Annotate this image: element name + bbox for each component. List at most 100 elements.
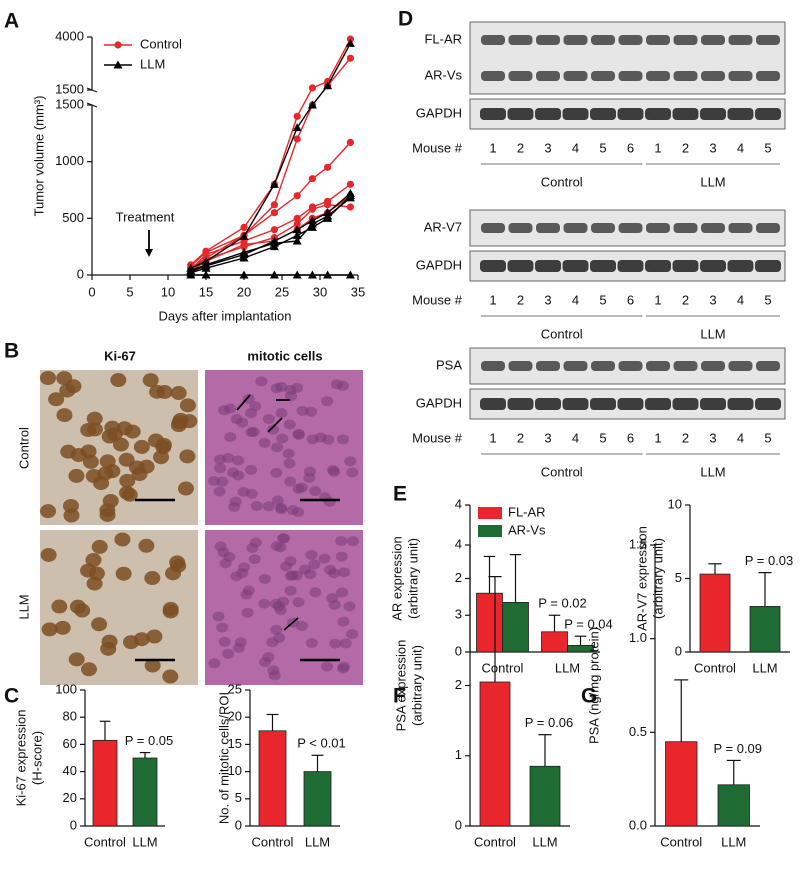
- blot-band: [536, 361, 560, 371]
- data-point: [307, 219, 317, 228]
- data-point: [239, 231, 249, 240]
- blot-band: [672, 108, 699, 120]
- y-tick-label: 1000: [55, 153, 84, 168]
- data-point: [346, 138, 354, 146]
- data-point: [239, 253, 249, 262]
- data-point: [201, 260, 211, 269]
- cell-nucleus: [91, 617, 108, 632]
- cell-nucleus: [218, 636, 231, 647]
- cell-nucleus: [213, 486, 226, 497]
- cell-nucleus: [299, 564, 312, 575]
- lane-number: 5: [599, 430, 606, 445]
- y-tick-label: 1: [455, 747, 462, 762]
- cell-nucleus: [229, 496, 242, 507]
- cell-nucleus: [335, 551, 348, 562]
- legend-label: Control: [140, 36, 182, 51]
- pointer-arrow: [283, 617, 299, 631]
- cell-nucleus: [305, 638, 318, 649]
- y-axis-label: Tumor volume (mm³): [31, 96, 46, 217]
- cell-nucleus: [99, 454, 116, 469]
- y-axis-label: (arbitrary unit): [405, 538, 420, 619]
- lane-number: 3: [544, 292, 551, 307]
- cell-nucleus: [273, 632, 286, 643]
- data-point: [292, 123, 302, 132]
- cell-nucleus: [124, 424, 141, 439]
- x-axis-label: Days after implantation: [159, 308, 292, 323]
- group-label: LLM: [700, 174, 725, 189]
- y-tick-label: 1.0: [629, 630, 647, 645]
- y-axis-label: No. of mitotic cells/ROI: [216, 692, 231, 824]
- blot-band: [590, 260, 616, 272]
- x-tick-label: 20: [237, 284, 251, 299]
- blot-band: [701, 223, 725, 233]
- cell-nucleus: [271, 442, 284, 453]
- cell-nucleus: [82, 454, 99, 469]
- cell-nucleus: [324, 564, 337, 575]
- cell-nucleus: [270, 598, 283, 609]
- blot-band: [617, 260, 644, 272]
- cell-nucleus: [284, 476, 297, 487]
- cell-nucleus: [309, 486, 322, 497]
- p-value: P < 0.01: [297, 736, 346, 751]
- cell-nucleus: [335, 536, 348, 547]
- p-value: P = 0.04: [564, 617, 613, 632]
- y-tick-label: 5: [675, 570, 682, 585]
- error-bar: [674, 679, 689, 742]
- blot-band: [480, 260, 506, 272]
- blot-band: [673, 71, 698, 81]
- cell-nucleus: [242, 393, 255, 404]
- cell-nucleus: [296, 405, 309, 416]
- blot-band: [645, 398, 671, 410]
- blot-band: [508, 223, 533, 233]
- p-value: P = 0.05: [125, 733, 174, 748]
- error-bar: [726, 759, 741, 785]
- cell-nucleus: [214, 463, 227, 474]
- data-point: [114, 41, 122, 49]
- blot-band: [700, 108, 726, 120]
- cell-nucleus: [284, 391, 297, 402]
- cell-nucleus: [309, 587, 322, 598]
- cell-nucleus: [274, 542, 287, 553]
- data-point: [240, 243, 248, 251]
- cell-nucleus: [162, 601, 179, 616]
- cell-nucleus: [238, 562, 251, 573]
- data-point: [307, 100, 317, 109]
- error-bar: [758, 572, 772, 607]
- cell-nucleus: [169, 555, 186, 570]
- data-point: [270, 209, 278, 217]
- error-bar: [488, 576, 502, 682]
- bar: [529, 765, 561, 827]
- error-bar: [99, 720, 111, 741]
- y-tick-label: 10: [668, 496, 682, 511]
- y-tick-label: 5: [235, 790, 242, 805]
- band-label: AR-Vs: [424, 67, 462, 82]
- mouse-series: [186, 270, 355, 279]
- bar: [749, 606, 781, 653]
- data-point: [186, 265, 196, 274]
- cell-nucleus: [60, 444, 77, 459]
- cell-nucleus: [295, 482, 308, 493]
- cell-nucleus: [146, 629, 163, 644]
- cell-nucleus: [213, 454, 226, 465]
- cell-nucleus: [322, 434, 335, 445]
- x-tick-label: Control: [84, 834, 126, 849]
- micrograph: [205, 370, 363, 525]
- y-tick-label: 500: [62, 210, 84, 225]
- cell-nucleus: [321, 661, 334, 672]
- p-value: P = 0.02: [538, 596, 587, 611]
- cell-nucleus: [68, 468, 85, 483]
- data-point: [269, 238, 279, 247]
- lane-number: 3: [709, 430, 716, 445]
- cell-nucleus: [177, 481, 194, 496]
- cell-nucleus: [283, 419, 296, 430]
- bar: [479, 681, 511, 827]
- p-value: P = 0.06: [525, 715, 574, 730]
- blot-band: [618, 361, 643, 371]
- blot-band: [673, 361, 698, 371]
- cell-nucleus: [318, 553, 331, 564]
- pointer-arrow: [236, 394, 251, 411]
- cell-nucleus: [165, 566, 182, 581]
- series-line: [190, 57, 351, 269]
- x-tick-label: Control: [252, 834, 294, 849]
- blot-band: [728, 71, 753, 81]
